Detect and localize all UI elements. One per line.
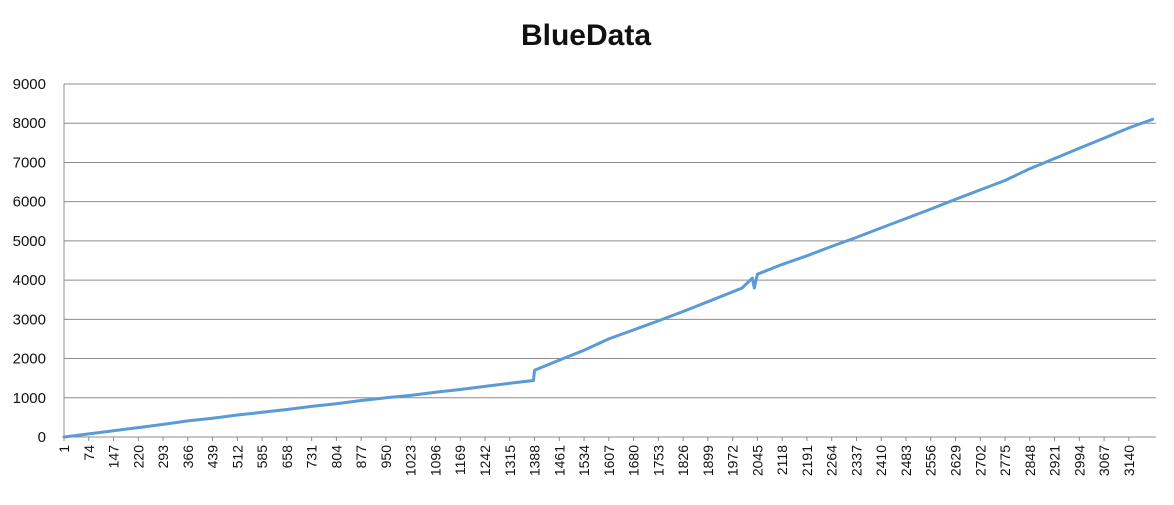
x-tick-label: 877 bbox=[353, 445, 369, 469]
x-tick-label: 1972 bbox=[725, 445, 741, 476]
x-tick-label: 1753 bbox=[650, 445, 666, 476]
x-tick-label: 2191 bbox=[799, 445, 815, 476]
x-tick-label: 2848 bbox=[1022, 445, 1038, 476]
x-tick-label: 1899 bbox=[700, 445, 716, 476]
y-tick-label: 1000 bbox=[13, 390, 46, 407]
x-tick-label: 2556 bbox=[923, 445, 939, 476]
x-tick-label: 1607 bbox=[601, 445, 617, 476]
x-tick-label: 1388 bbox=[527, 445, 543, 476]
x-tick-label: 1315 bbox=[502, 445, 518, 476]
x-tick-label: 2994 bbox=[1071, 445, 1087, 476]
y-tick-label: 9000 bbox=[13, 76, 46, 93]
y-tick-label: 4000 bbox=[13, 272, 46, 289]
x-tick-label: 2483 bbox=[898, 445, 914, 476]
x-tick-label: 585 bbox=[254, 445, 270, 469]
x-tick-label: 2337 bbox=[848, 445, 864, 476]
y-tick-label: 6000 bbox=[13, 194, 46, 211]
x-tick-label: 2775 bbox=[997, 445, 1013, 476]
x-tick-label: 2118 bbox=[774, 445, 790, 475]
x-tick-label: 1096 bbox=[427, 445, 443, 476]
x-tick-label: 2629 bbox=[948, 445, 964, 476]
x-tick-label: 1242 bbox=[477, 445, 493, 476]
x-tick-label: 366 bbox=[180, 445, 196, 469]
y-tick-label: 5000 bbox=[13, 233, 46, 250]
x-tick-label: 1680 bbox=[626, 445, 642, 476]
x-tick-label: 512 bbox=[229, 445, 245, 469]
series-lines bbox=[62, 117, 1155, 439]
y-tick-label: 7000 bbox=[13, 154, 46, 171]
x-tick-label: 2264 bbox=[824, 445, 840, 476]
x-tick-label: 1534 bbox=[576, 445, 592, 476]
x-tick-label: 1826 bbox=[675, 445, 691, 476]
x-tick-label: 2045 bbox=[749, 445, 765, 476]
x-tick-label: 950 bbox=[378, 445, 394, 469]
x-tick-label: 147 bbox=[106, 445, 122, 469]
y-tick-label: 8000 bbox=[13, 115, 46, 132]
x-tick-label: 74 bbox=[81, 445, 97, 461]
y-axis-ticks: 0 1000 2000 3000 4000 5000 6000 7000 8000 9000 bbox=[13, 76, 46, 446]
x-tick-label: 731 bbox=[304, 445, 320, 469]
x-tick-label: 658 bbox=[279, 445, 295, 469]
x-tick-label: 3067 bbox=[1096, 445, 1112, 476]
x-tick-label: 2702 bbox=[972, 445, 988, 476]
y-tick-label: 3000 bbox=[13, 311, 46, 328]
x-tick-label: 220 bbox=[130, 445, 146, 469]
x-tick-label: 2410 bbox=[873, 445, 889, 476]
x-tick-label: 1169 bbox=[452, 445, 468, 475]
x-tick-label: 804 bbox=[328, 445, 344, 469]
series-line-0 bbox=[62, 117, 1155, 439]
y-tick-label: 2000 bbox=[13, 351, 46, 368]
x-tick-label: 1023 bbox=[403, 445, 419, 476]
x-tick-label: 439 bbox=[205, 445, 221, 469]
x-tick-label: 1 bbox=[56, 445, 72, 453]
y-tick-label: 0 bbox=[38, 429, 46, 446]
x-tick-label: 3140 bbox=[1121, 445, 1137, 476]
x-tick-label: 293 bbox=[155, 445, 171, 469]
x-tick-label: 1461 bbox=[551, 445, 567, 476]
chart-title: BlueData bbox=[521, 19, 651, 52]
gridlines bbox=[63, 83, 1156, 441]
x-axis-ticks: 1 74 147 220 293 366 439 512 585 658 731 804 877 950 1… bbox=[56, 445, 1137, 476]
x-tick-label: 2921 bbox=[1047, 445, 1063, 476]
